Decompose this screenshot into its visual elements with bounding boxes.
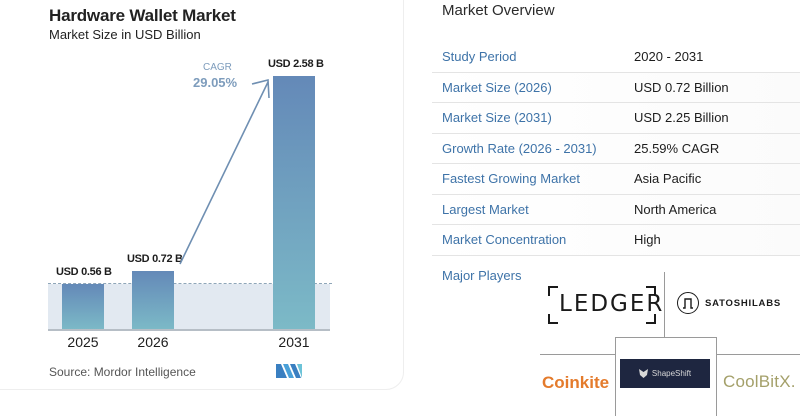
- bar-label-2025: USD 0.56 B: [56, 266, 112, 278]
- coinkite-logo: Coinkite: [542, 373, 610, 392]
- bar-2025: [62, 284, 104, 330]
- row-key: Fastest Growing Market: [442, 171, 580, 186]
- coolbitx-logo: CoolBitX.: [723, 372, 796, 391]
- overview-table: Study Period 2020 - 2031 Market Size (202…: [432, 42, 800, 256]
- bar-2026: [132, 271, 174, 330]
- bracket-icon: [548, 314, 558, 324]
- grid-divider: [615, 337, 616, 416]
- shapeshift-logo-text: ShapeShift: [651, 369, 692, 378]
- row-value: 25.59% CAGR: [634, 140, 720, 156]
- cagr-label: CAGR: [203, 62, 232, 73]
- satoshilabs-logo-text: SATOSHILABS: [705, 297, 782, 309]
- source-text: Source: Mordor Intelligence: [49, 365, 196, 379]
- bracket-icon: [548, 286, 558, 296]
- row-value: High: [634, 232, 661, 247]
- x-tick-2025: 2025: [67, 334, 99, 350]
- x-tick-2031: 2031: [278, 334, 310, 350]
- cagr-arrow-icon: [179, 78, 270, 265]
- shapeshift-logo: ShapeShift: [620, 359, 710, 388]
- major-players-label: Major Players: [442, 268, 522, 283]
- row-value: USD 0.72 Billion: [634, 79, 729, 95]
- row-key: Market Size (2026): [442, 79, 552, 95]
- bracket-icon: [646, 314, 656, 324]
- overview-row: Study Period 2020 - 2031: [432, 42, 800, 73]
- overview-row: Market Size (2026) USD 0.72 Billion: [432, 72, 800, 103]
- row-value: Asia Pacific: [634, 171, 702, 186]
- row-key: Growth Rate (2026 - 2031): [442, 140, 597, 156]
- satoshilabs-logo: SATOSHILABS: [677, 292, 781, 314]
- ledger-logo: LEDGER: [548, 286, 662, 324]
- overview-row: Growth Rate (2026 - 2031) 25.59% CAGR: [432, 133, 800, 164]
- chart-title: Hardware Wallet Market: [49, 6, 236, 25]
- overview-row: Market Size (2031) USD 2.25 Billion: [432, 103, 800, 134]
- bracket-icon: [646, 286, 656, 296]
- overview-row: Market Concentration High: [432, 225, 800, 256]
- row-value: 2020 - 2031: [634, 49, 704, 64]
- grid-divider: [615, 337, 716, 338]
- row-key: Largest Market: [442, 201, 529, 217]
- chart-subtitle: Market Size in USD Billion: [49, 27, 201, 42]
- ledger-logo-text: LEDGER: [559, 291, 665, 317]
- overview-title: Market Overview: [442, 2, 555, 19]
- cagr-value: 29.05%: [193, 75, 238, 90]
- grid-divider: [540, 354, 615, 355]
- x-axis-line: [48, 329, 330, 331]
- x-tick-2026: 2026: [137, 334, 169, 350]
- overview-row: Largest Market North America: [432, 194, 800, 225]
- bar-label-2031: USD 2.58 B: [268, 58, 324, 70]
- satoshilabs-mark-icon: [677, 292, 699, 314]
- bar-2031: [273, 76, 315, 330]
- row-key: Market Concentration: [442, 232, 567, 247]
- fox-icon: [638, 369, 648, 378]
- row-key: Market Size (2031): [442, 110, 552, 125]
- grid-divider: [716, 337, 717, 416]
- reference-dashed-line: [48, 283, 332, 284]
- row-key: Study Period: [442, 49, 517, 64]
- grid-divider: [664, 272, 665, 337]
- grid-divider: [716, 354, 800, 355]
- overview-row: Fastest Growing Market Asia Pacific: [432, 164, 800, 195]
- row-value: USD 2.25 Billion: [634, 110, 729, 125]
- row-value: North America: [634, 201, 717, 217]
- mordor-intelligence-logo-icon: [276, 364, 302, 378]
- bar-label-2026: USD 0.72 B: [127, 253, 183, 265]
